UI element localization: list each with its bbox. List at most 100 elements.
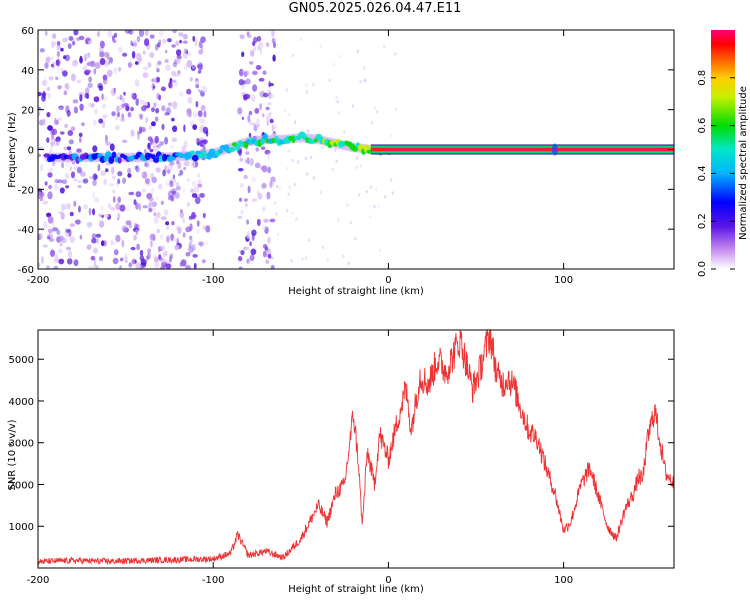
spectrogram-noise-cell xyxy=(181,145,187,154)
spectrogram-noise-cell xyxy=(68,139,74,145)
spectrogram-noise-cell xyxy=(192,254,198,258)
spectrogram-noise-cell xyxy=(262,243,268,249)
spectrogram-noise-cell xyxy=(149,148,154,153)
spectrogram-noise-cell xyxy=(112,196,116,203)
colorbar-gradient xyxy=(711,30,735,269)
spectrogram-noise-cell xyxy=(248,259,253,266)
spectrogram-noise-cell xyxy=(267,236,271,244)
spectrogram-noise-cell xyxy=(65,185,69,189)
spectrogram-noise-cell xyxy=(356,49,360,54)
spectrogram-noise-cell xyxy=(305,90,308,94)
colorbar-tick-label: 0.2 xyxy=(697,213,708,229)
spectrogram-noise-cell xyxy=(63,146,68,151)
spectrogram-noise-cell xyxy=(135,165,140,173)
spectrogram-noise-cell xyxy=(135,228,139,235)
spectrogram-noise-cell xyxy=(238,266,243,269)
spectrogram-noise-cell xyxy=(271,30,275,38)
spectrogram-noise-cell xyxy=(56,179,63,184)
spectrogram-noise-cell xyxy=(157,246,161,253)
spectrogram-noise-cell xyxy=(69,236,76,243)
spectrogram-noise-cell xyxy=(191,211,196,220)
spectrogram-noise-cell xyxy=(56,50,61,57)
spectrogram-noise-cell xyxy=(148,207,153,213)
spectrogram-noise-cell xyxy=(48,167,54,174)
spectrogram-noise-cell xyxy=(197,172,201,178)
spectrogram-noise-cell xyxy=(88,207,92,216)
spectrogram-noise-cell xyxy=(334,148,337,152)
spectrogram-noise-cell xyxy=(151,176,157,184)
snr-panel: -200 -100 0 100 1000 2000 3000 4000 5000 Height … xyxy=(7,329,675,595)
spectrogram-noise-cell xyxy=(237,168,244,172)
spectrogram-noise-cell xyxy=(143,105,147,110)
spectrogram-noise-cell xyxy=(128,262,133,268)
spectrogram-noise-cell xyxy=(169,254,173,263)
snr-x-tick-label: 100 xyxy=(554,575,573,586)
spectrogram-noise-cell xyxy=(135,98,139,106)
spectrogram-noise-cell xyxy=(149,200,153,205)
spectrogram-noise-cell xyxy=(167,38,172,43)
spectrogram-noise-cell xyxy=(151,201,157,208)
spectrogram-frame xyxy=(37,29,675,270)
spectrogram-noise-cell xyxy=(139,265,143,269)
spectrogram-noise-cell xyxy=(159,245,166,251)
spectrogram-noise-cell xyxy=(239,157,244,162)
spectrogram-noise-cell xyxy=(134,79,140,87)
spectrogram-noise-cell xyxy=(86,62,91,67)
spectrogram-noise-cell xyxy=(139,126,142,135)
spectrogram-noise-cell xyxy=(53,183,59,192)
spectrogram-noise-cell xyxy=(44,181,48,186)
spectrogram-noise-cell xyxy=(62,37,68,43)
spectrogram-noise-cell xyxy=(59,187,65,194)
spectrogram-noise-cell xyxy=(69,211,74,217)
snr-y-tick-label: 1000 xyxy=(9,522,34,533)
spectrogram-noise-cell xyxy=(108,183,115,187)
spectrogram-noise-cell xyxy=(65,159,71,167)
spectrogram-ridge-cell xyxy=(108,156,115,164)
spectrogram-noise-cell xyxy=(201,85,208,93)
spectrogram-noise-cell xyxy=(363,78,367,82)
spectrogram-noise-cell xyxy=(326,257,329,262)
spectrogram-noise-cell xyxy=(189,223,193,232)
spectrogram-noise-cell xyxy=(200,104,206,111)
spectrogram-noise-cell xyxy=(51,61,56,70)
spectrogram-noise-cell xyxy=(46,55,50,62)
spectrogram-noise-cell xyxy=(198,89,201,93)
spectrogram-noise-cell xyxy=(359,79,362,84)
spectrogram-noise-cell xyxy=(183,124,186,133)
spectrogram-noise-cell xyxy=(122,177,127,184)
spectrogram-noise-cell xyxy=(304,156,308,161)
spectrogram-noise-cell xyxy=(117,111,120,118)
spectrogram-noise-cell xyxy=(197,70,202,74)
spectrogram-noise-cell xyxy=(250,94,256,103)
spectrogram-noise-cell xyxy=(256,35,262,42)
spectrogram-noise-cell xyxy=(165,221,170,226)
spectrogram-noise-cell xyxy=(243,174,248,180)
spectrogram-noise-cell xyxy=(246,231,251,239)
spectrogram-noise-cell xyxy=(149,52,155,58)
spectrogram-y-tick-label: -60 xyxy=(18,265,34,276)
spectrogram-noise-cell xyxy=(45,30,48,36)
spectrogram-noise-cell xyxy=(165,49,168,54)
spectrogram-noise-cell xyxy=(130,92,136,100)
spectrogram-noise-cell xyxy=(66,109,71,117)
spectrogram-noise-cell xyxy=(56,229,61,235)
spectrogram-noise-cell xyxy=(134,53,141,62)
spectrogram-noise-cell xyxy=(171,221,175,226)
spectrogram-noise-cell xyxy=(260,165,266,171)
spectrogram-noise-cell xyxy=(287,192,290,196)
spectrogram-noise-cell xyxy=(51,222,56,230)
spectrogram-noise-cell xyxy=(101,93,104,100)
spectrogram-noise-cell xyxy=(186,88,192,95)
spectrogram-noise-cell xyxy=(142,205,148,209)
spectrogram-noise-cell xyxy=(70,126,76,131)
spectrogram-noise-cell xyxy=(149,34,155,39)
spectrogram-noise-cell xyxy=(57,117,62,121)
spectrogram-noise-cell xyxy=(92,179,97,186)
snr-y-tick-label: 3000 xyxy=(9,439,34,450)
spectrogram-noise-cell xyxy=(46,212,52,218)
spectrogram-noise-cell xyxy=(312,82,315,87)
spectrogram-noise-cell xyxy=(359,164,362,168)
spectrogram-noise-cell xyxy=(241,51,245,58)
spectrogram-noise-cell xyxy=(76,166,82,174)
